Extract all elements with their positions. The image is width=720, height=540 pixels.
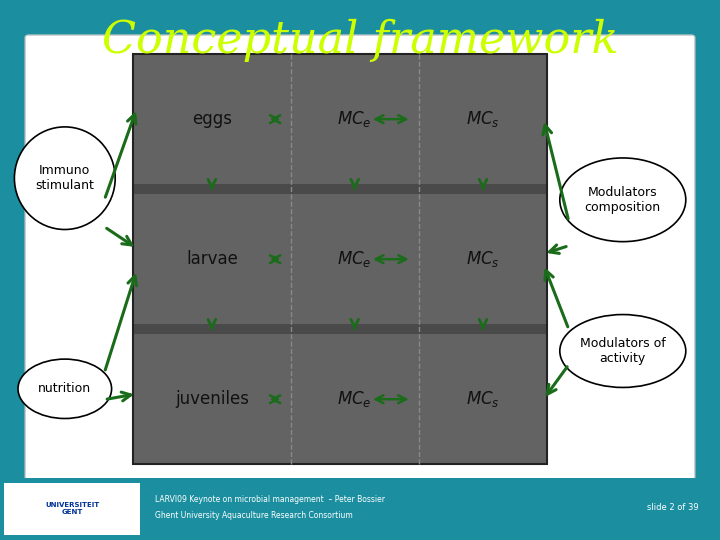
Text: juveniles: juveniles bbox=[175, 390, 249, 408]
Text: Modulators of
activity: Modulators of activity bbox=[580, 337, 666, 365]
Text: Immuno
stimulant: Immuno stimulant bbox=[35, 164, 94, 192]
Text: UNIVERSITEIT
GENT: UNIVERSITEIT GENT bbox=[45, 502, 99, 515]
Bar bbox=[133, 54, 547, 184]
FancyBboxPatch shape bbox=[25, 35, 695, 483]
Text: Conceptual framework: Conceptual framework bbox=[102, 19, 618, 62]
Bar bbox=[133, 184, 547, 194]
Text: eggs: eggs bbox=[192, 110, 232, 128]
Bar bbox=[133, 325, 547, 334]
Ellipse shape bbox=[18, 359, 112, 418]
Text: Ghent University Aquaculture Research Consortium: Ghent University Aquaculture Research Co… bbox=[155, 511, 353, 520]
Text: $MC_s$: $MC_s$ bbox=[466, 389, 500, 409]
Bar bbox=[0, 478, 720, 540]
Text: LARVI09 Keynote on microbial management  – Peter Bossier: LARVI09 Keynote on microbial management … bbox=[155, 495, 384, 504]
Text: $MC_s$: $MC_s$ bbox=[466, 249, 500, 269]
Text: nutrition: nutrition bbox=[38, 382, 91, 395]
Ellipse shape bbox=[560, 314, 686, 388]
Text: slide 2 of 39: slide 2 of 39 bbox=[647, 503, 698, 512]
Text: $MC_e$: $MC_e$ bbox=[338, 249, 372, 269]
Bar bbox=[133, 194, 547, 325]
Bar bbox=[133, 334, 547, 464]
Text: $MC_s$: $MC_s$ bbox=[466, 109, 500, 129]
Bar bbox=[4, 483, 140, 535]
Text: $MC_e$: $MC_e$ bbox=[338, 389, 372, 409]
Text: Modulators
composition: Modulators composition bbox=[585, 186, 661, 214]
Text: $MC_e$: $MC_e$ bbox=[338, 109, 372, 129]
Text: larvae: larvae bbox=[186, 250, 238, 268]
Ellipse shape bbox=[14, 127, 115, 230]
Ellipse shape bbox=[560, 158, 686, 242]
Bar bbox=[133, 54, 547, 464]
